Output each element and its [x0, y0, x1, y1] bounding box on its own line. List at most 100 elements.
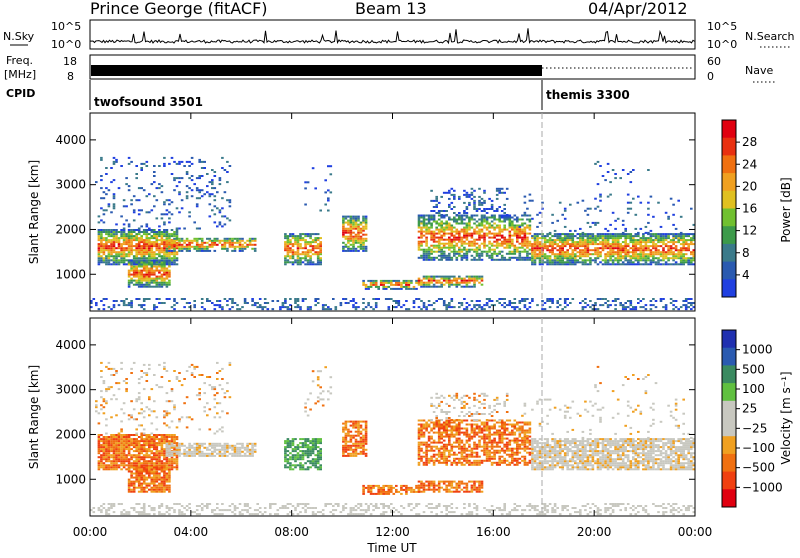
echo-cell — [135, 444, 138, 446]
echo-cell — [133, 284, 136, 286]
echo-cell — [405, 308, 408, 310]
echo-cell — [516, 225, 519, 227]
echo-cell — [393, 284, 396, 286]
echo-cell — [652, 257, 655, 259]
echo-cell — [582, 255, 585, 257]
echo-cell — [226, 304, 229, 306]
echo-cell — [128, 157, 131, 159]
echo-cell — [317, 263, 320, 265]
echo-cell — [115, 458, 118, 460]
echo-cell — [161, 438, 164, 440]
echo-cell — [113, 454, 116, 456]
echo-cell — [632, 239, 635, 241]
echo-cell — [221, 306, 224, 308]
echo-cell — [130, 161, 133, 163]
nsearch-tick-bottom: 10^0 — [707, 38, 737, 51]
echo-cell — [468, 241, 471, 243]
echo-cell — [156, 462, 159, 464]
echo-cell — [380, 280, 383, 282]
echo-cell — [219, 402, 222, 404]
echo-cell — [153, 467, 156, 469]
echo-cell — [125, 444, 128, 446]
echo-cell — [115, 257, 118, 259]
echo-cell — [577, 261, 580, 263]
echo-cell — [491, 245, 494, 247]
echo-cell — [440, 237, 443, 239]
echo-cell — [138, 253, 141, 255]
echo-cell — [362, 282, 365, 284]
echo-cell — [486, 251, 489, 253]
echo-cell — [524, 249, 527, 251]
echo-cell — [251, 443, 254, 445]
echo-cell — [171, 257, 174, 259]
echo-cell — [640, 228, 643, 230]
echo-cell — [554, 259, 557, 261]
echo-cell — [362, 220, 365, 222]
echo-cell — [650, 245, 653, 247]
echo-cell — [100, 251, 103, 253]
echo-cell — [481, 215, 484, 217]
echo-cell — [556, 243, 559, 245]
echo-cell — [551, 300, 554, 302]
echo-cell — [284, 298, 287, 300]
echo-cell — [128, 223, 131, 225]
echo-cell — [685, 300, 688, 302]
echo-cell — [103, 191, 106, 193]
echo-cell — [161, 487, 164, 489]
echo-cell — [564, 243, 567, 245]
echo-cell — [564, 306, 567, 308]
echo-cell — [292, 237, 295, 239]
echo-cell — [642, 257, 645, 259]
echo-cell — [105, 440, 108, 442]
echo-cell — [171, 468, 174, 470]
echo-cell — [534, 239, 537, 241]
echo-cell — [146, 223, 149, 225]
echo-cell — [582, 241, 585, 243]
echo-cell — [463, 280, 466, 282]
echo-cell — [120, 450, 123, 452]
echo-cell — [483, 304, 486, 306]
echo-cell — [614, 245, 617, 247]
echo-cell — [519, 219, 522, 221]
echo-cell — [665, 235, 668, 237]
echo-cell — [433, 200, 436, 202]
echo-cell — [161, 386, 164, 388]
echo-cell — [108, 263, 111, 265]
echo-cell — [138, 245, 141, 247]
echo-cell — [153, 485, 156, 487]
echo-cell — [135, 260, 138, 262]
echo-cell — [108, 438, 111, 440]
echo-cell — [176, 447, 179, 449]
echo-cell — [289, 298, 292, 300]
echo-cell — [604, 255, 607, 257]
echo-cell — [350, 218, 353, 220]
echo-cell — [491, 249, 494, 251]
echo-cell — [156, 263, 159, 265]
echo-cell — [161, 286, 164, 288]
echo-cell — [579, 257, 582, 259]
power-heatmap — [90, 157, 695, 310]
echo-cell — [156, 448, 159, 450]
echo-cell — [667, 216, 670, 218]
echo-cell — [433, 206, 436, 208]
echo-cell — [130, 467, 133, 469]
echo-cell — [549, 251, 552, 253]
echo-cell — [539, 237, 542, 239]
echo-cell — [146, 467, 149, 469]
echo-cell — [168, 199, 171, 201]
echo-cell — [181, 161, 184, 163]
echo-cell — [158, 485, 161, 487]
echo-cell — [403, 280, 406, 282]
echo-cell — [196, 187, 199, 189]
echo-cell — [307, 253, 310, 255]
echo-cell — [123, 442, 126, 444]
echo-cell — [297, 261, 300, 263]
echo-cell — [219, 370, 222, 372]
echo-cell — [135, 438, 138, 440]
echo-cell — [98, 231, 101, 233]
echo-cell — [466, 286, 469, 288]
echo-cell — [503, 217, 506, 219]
echo-cell — [113, 466, 116, 468]
echo-cell — [612, 237, 615, 239]
echo-cell — [143, 433, 146, 435]
